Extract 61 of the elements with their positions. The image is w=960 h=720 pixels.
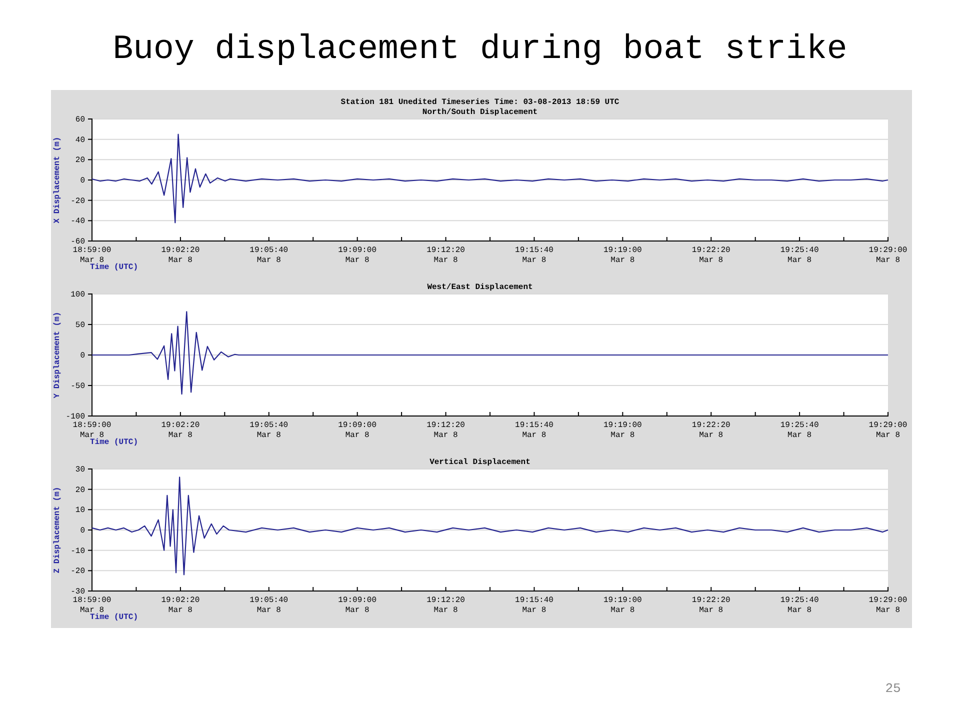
y-tick-label: -100 xyxy=(66,412,86,422)
x-tick-label: 19:25:40 Mar 8 xyxy=(780,596,819,615)
x-tick-label: 19:02:20 Mar 8 xyxy=(161,246,200,265)
text: Buoy displacement during boat strike xyxy=(112,31,848,69)
x-tick-label: 19:25:40 Mar 8 xyxy=(780,421,819,440)
x-tick-label: 19:19:00 Mar 8 xyxy=(603,246,642,265)
x-tick-label: 19:12:20 Mar 8 xyxy=(426,246,466,265)
y-tick-label: 20 xyxy=(75,486,86,495)
x-tick-label: 19:05:40 Mar 8 xyxy=(250,246,288,265)
text: Station 181 Unedited Timeseries Time: 03-08-2013 18:59 UTC xyxy=(340,98,620,107)
y-tick-label: -30 xyxy=(70,588,86,597)
y-tick-label: -20 xyxy=(70,196,86,206)
x-axis-title: Time (UTC) xyxy=(90,438,138,447)
y-tick-label: 10 xyxy=(75,506,86,516)
x-tick-label: 19:15:40 Mar 8 xyxy=(515,246,554,265)
y-tick-label: 0 xyxy=(80,526,86,536)
y-tick-label: 0 xyxy=(80,176,86,186)
x-tick-label: 19:02:20 Mar 8 xyxy=(161,596,200,615)
x-tick-label: 19:22:20 Mar 8 xyxy=(692,246,731,265)
chart-title: North/South Displacement xyxy=(422,108,538,117)
line-series xyxy=(91,134,889,224)
y-tick-label: -20 xyxy=(70,567,86,576)
y-axis-title: Y Displacement (m) xyxy=(53,312,62,398)
y-axis-title: X Displacement (m) xyxy=(53,136,62,224)
y-tick-label: -50 xyxy=(70,382,86,392)
x-tick-label: 19:12:20 Mar 8 xyxy=(426,596,466,615)
x-tick-label: 19:22:20 Mar 8 xyxy=(692,596,731,615)
x-tick-label: 19:12:20 Mar 8 xyxy=(426,421,466,440)
x-axis-title: Time (UTC) xyxy=(90,263,138,272)
y-tick-label: -60 xyxy=(70,238,86,247)
y-axis-title: Z Displacement (m) xyxy=(53,486,62,574)
x-tick-label: 19:15:40 Mar 8 xyxy=(515,421,554,440)
x-tick-label: 19:09:00 Mar 8 xyxy=(338,596,377,615)
text: 25 xyxy=(885,681,901,696)
y-tick-label: -40 xyxy=(70,217,86,226)
x-tick-label: 19:19:00 Mar 8 xyxy=(603,421,642,440)
x-tick-label: 19:25:40 Mar 8 xyxy=(780,246,819,265)
x-tick-label: 19:09:00 Mar 8 xyxy=(338,246,377,265)
x-tick-label: 19:29:00 Mar 8 xyxy=(868,246,908,265)
y-tick-label: 100 xyxy=(70,290,86,300)
x-tick-label: 19:15:40 Mar 8 xyxy=(515,596,554,615)
y-tick-label: 0 xyxy=(80,352,86,361)
x-tick-label: 19:29:00 Mar 8 xyxy=(868,421,908,440)
chart-title: West/East Displacement xyxy=(427,283,534,292)
y-tick-label: 50 xyxy=(75,321,86,330)
y-tick-label: 60 xyxy=(75,116,86,125)
x-tick-label: 19:19:00 Mar 8 xyxy=(603,596,642,615)
x-tick-label: 19:22:20 Mar 8 xyxy=(692,421,731,440)
x-axis-title: Time (UTC) xyxy=(90,613,138,622)
y-tick-label: 40 xyxy=(75,136,86,145)
line-series xyxy=(91,476,889,576)
chart-title: Vertical Displacement xyxy=(430,458,531,467)
line-series xyxy=(91,311,889,395)
y-tick-label: -10 xyxy=(70,546,86,556)
x-tick-label: 19:02:20 Mar 8 xyxy=(161,421,200,440)
x-tick-label: 19:29:00 Mar 8 xyxy=(868,596,908,615)
x-tick-label: 19:05:40 Mar 8 xyxy=(250,421,288,440)
y-tick-label: 20 xyxy=(75,156,86,166)
y-tick-label: 30 xyxy=(75,466,86,475)
x-tick-label: 19:05:40 Mar 8 xyxy=(250,596,288,615)
x-tick-label: 19:09:00 Mar 8 xyxy=(338,421,377,440)
